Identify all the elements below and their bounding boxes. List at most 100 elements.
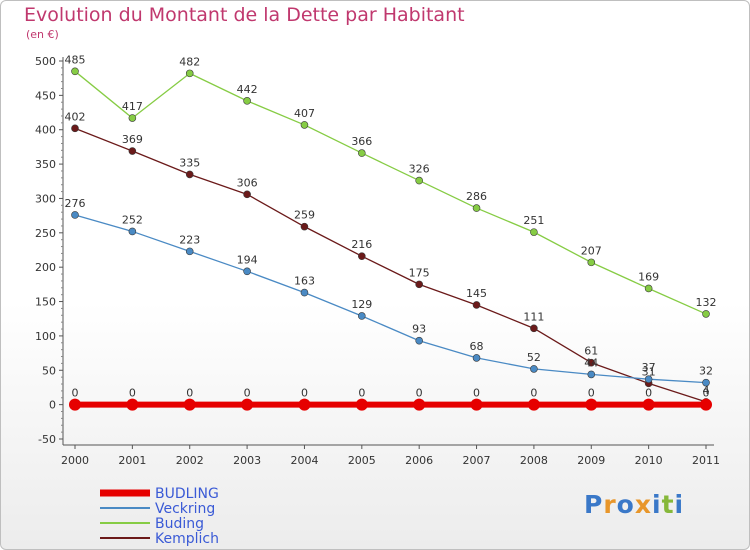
- data-point-veckring: [243, 267, 251, 276]
- data-point-veckring: [185, 247, 194, 256]
- data-point-kemplich: [530, 324, 538, 333]
- data-label-kemplich: 61: [584, 345, 598, 358]
- data-label-buding: 417: [122, 100, 143, 113]
- data-point-veckring: [530, 365, 538, 373]
- data-point-buding: [300, 121, 309, 129]
- y-tick-label: -50: [38, 433, 56, 446]
- data-label-buding: 442: [237, 83, 258, 96]
- y-tick-label: 400: [35, 124, 56, 137]
- data-label-veckring: 129: [351, 298, 372, 311]
- legend-label-veckring: Veckring: [155, 501, 215, 517]
- data-point-budling: [642, 398, 655, 411]
- data-label-buding: 132: [696, 296, 717, 309]
- data-point-kemplich: [415, 280, 423, 289]
- data-point-budling: [527, 398, 540, 411]
- data-point-budling: [241, 398, 254, 411]
- x-tick-label: 2006: [405, 454, 433, 467]
- data-label-veckring: 93: [412, 323, 426, 336]
- data-label-buding: 169: [638, 270, 659, 283]
- data-point-buding: [185, 69, 194, 78]
- data-label-kemplich: 4: [703, 384, 710, 397]
- legend-label-buding: Buding: [155, 516, 204, 532]
- y-tick-label: 50: [42, 364, 56, 377]
- data-label-buding: 251: [523, 214, 544, 227]
- legend-label-budling: BUDLING: [155, 486, 219, 502]
- x-tick-label: 2002: [176, 454, 204, 467]
- data-label-buding: 482: [179, 55, 200, 68]
- data-label-budling: 0: [703, 387, 710, 400]
- data-point-kemplich: [243, 190, 251, 199]
- data-point-buding: [702, 310, 710, 318]
- data-label-budling: 0: [416, 387, 423, 400]
- data-label-veckring: 37: [642, 361, 656, 374]
- data-point-budling: [183, 398, 196, 411]
- data-point-buding: [358, 149, 366, 157]
- logo-letter: r: [603, 490, 617, 519]
- data-label-budling: 0: [72, 387, 79, 400]
- data-label-kemplich: 216: [351, 238, 372, 251]
- data-label-kemplich: 31: [642, 365, 656, 378]
- logo-letter: o: [616, 490, 635, 519]
- data-label-kemplich: 306: [237, 176, 258, 189]
- y-tick-label: 250: [35, 227, 56, 240]
- data-point-kemplich: [358, 252, 366, 260]
- data-label-veckring: 276: [65, 197, 86, 210]
- data-label-buding: 366: [351, 135, 372, 148]
- data-label-veckring: 223: [179, 233, 200, 246]
- y-tick-label: 200: [35, 261, 56, 274]
- data-point-budling: [585, 398, 598, 411]
- x-tick-label: 2005: [348, 454, 376, 467]
- data-point-budling: [470, 398, 483, 411]
- data-point-buding: [243, 97, 251, 105]
- data-point-veckring: [415, 336, 423, 345]
- data-point-budling: [126, 398, 139, 411]
- data-label-budling: 0: [358, 387, 365, 400]
- data-point-kemplich: [300, 222, 309, 231]
- data-label-veckring: 44: [584, 356, 598, 369]
- logo-letter: i: [674, 490, 685, 519]
- data-point-budling: [355, 398, 368, 411]
- data-point-veckring: [358, 312, 366, 320]
- logo-letter: i: [652, 490, 662, 519]
- y-tick-label: 100: [35, 330, 56, 343]
- data-label-veckring: 32: [699, 365, 713, 378]
- data-point-budling: [700, 398, 712, 411]
- data-point-budling: [413, 398, 426, 411]
- data-point-budling: [298, 398, 311, 411]
- x-tick-label: 2003: [233, 454, 261, 467]
- x-tick-label: 2001: [118, 454, 146, 467]
- data-point-buding: [587, 258, 596, 267]
- data-label-budling: 0: [588, 387, 595, 400]
- data-point-veckring: [644, 375, 653, 384]
- data-point-kemplich: [185, 170, 194, 179]
- data-label-buding: 407: [294, 107, 315, 120]
- proxiti-logo: Proxiti: [584, 490, 684, 519]
- data-label-veckring: 52: [527, 351, 541, 364]
- data-point-buding: [128, 114, 137, 122]
- x-tick-label: 2010: [635, 454, 663, 467]
- data-label-kemplich: 335: [179, 156, 200, 169]
- logo-letter: P: [584, 490, 604, 519]
- data-point-buding: [415, 176, 423, 185]
- data-label-kemplich: 369: [122, 133, 143, 146]
- series-layer: [69, 67, 712, 411]
- data-point-budling: [69, 398, 81, 411]
- data-label-veckring: 68: [470, 340, 484, 353]
- data-point-kemplich: [71, 124, 79, 133]
- data-label-budling: 0: [186, 387, 193, 400]
- data-label-veckring: 163: [294, 275, 315, 288]
- data-point-buding: [472, 204, 481, 212]
- x-tick-label: 2000: [61, 454, 89, 467]
- data-point-buding: [71, 67, 79, 76]
- series-line-veckring: [74, 214, 707, 384]
- y-tick-label: 0: [49, 399, 56, 412]
- data-point-veckring: [300, 288, 309, 297]
- data-point-veckring: [128, 227, 137, 236]
- chart-title: Evolution du Montant de la Dette par Hab…: [24, 4, 465, 26]
- x-tick-label: 2008: [520, 454, 548, 467]
- data-labels-layer: 0 0 0 0 0 0 0 0 0 0 0 0 276 252 223 194 163 129 93 68 52 44 37…: [65, 53, 717, 399]
- data-point-kemplich: [472, 301, 481, 309]
- data-point-kemplich: [128, 147, 137, 155]
